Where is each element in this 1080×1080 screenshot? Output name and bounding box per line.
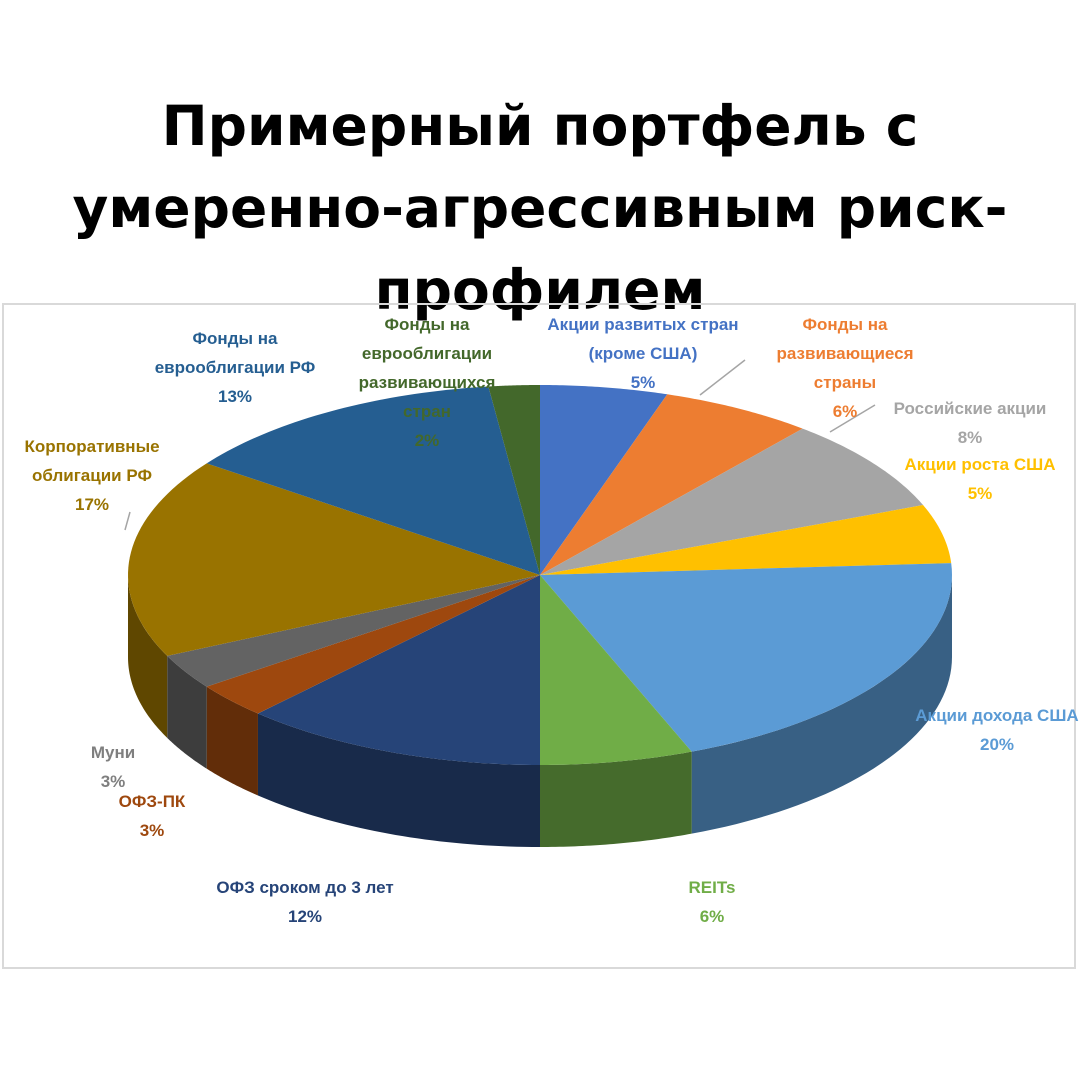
label-value: 3% — [139, 821, 165, 840]
label-value: 20% — [979, 735, 1015, 754]
label-value: 13% — [217, 387, 253, 406]
slice-side — [257, 713, 540, 847]
slice — [257, 575, 540, 765]
label-name: Российские акции — [893, 399, 1047, 418]
label-value: 3% — [100, 772, 126, 791]
slice — [540, 394, 803, 575]
label-name: Акции роста США — [904, 455, 1056, 474]
data-label: ОФЗ сроком до 3 лет 12% — [205, 873, 405, 931]
label-value: 17% — [74, 495, 110, 514]
slice — [540, 385, 668, 575]
data-label: ОФЗ-ПК 3% — [102, 787, 202, 845]
label-name: Акции дохода США — [915, 706, 1079, 725]
slice-side — [128, 575, 168, 738]
data-label: Акции дохода США 20% — [912, 701, 1080, 759]
slice-side — [167, 655, 207, 769]
slice-side — [206, 686, 258, 796]
leader-line — [699, 359, 746, 396]
label-name: Акции развитых стран (кроме США) — [547, 315, 739, 363]
slice — [540, 428, 924, 575]
label-name: REITs — [688, 878, 736, 897]
slice — [488, 385, 540, 575]
leader-line — [124, 511, 131, 531]
slice — [206, 575, 540, 714]
label-value: 6% — [699, 907, 725, 926]
data-label: Корпоративные облигации РФ 17% — [0, 432, 187, 519]
label-name: ОФЗ-ПК — [118, 792, 186, 811]
slice — [540, 563, 952, 752]
label-name: ОФЗ сроком до 3 лет — [216, 878, 394, 897]
slice — [128, 463, 540, 656]
label-value: 12% — [287, 907, 323, 926]
chart-frame — [2, 303, 1076, 969]
slice-side — [540, 751, 692, 847]
data-label: Российские акции 8% — [855, 394, 1080, 452]
slice — [167, 575, 541, 687]
label-name: Фонды на еврооблигации РФ — [154, 329, 316, 377]
slice — [540, 575, 692, 765]
label-value: 5% — [967, 484, 993, 503]
data-label: REITs 6% — [662, 873, 762, 931]
data-label: Муни 3% — [73, 738, 153, 796]
data-label: Фонды на развивающиеся страны 6% — [760, 310, 930, 426]
slice-side — [691, 575, 952, 834]
label-name: Муни — [90, 743, 136, 762]
leader-line — [829, 404, 876, 433]
label-value: 5% — [630, 373, 656, 392]
label-value: 8% — [957, 428, 983, 447]
label-name: Фонды на развивающиеся страны — [776, 315, 914, 392]
data-label: Акции роста США 5% — [875, 450, 1080, 508]
data-label: Фонды на еврооблигации РФ 13% — [145, 324, 325, 411]
label-value: 2% — [414, 431, 440, 450]
data-label: Акции развитых стран (кроме США) 5% — [543, 310, 743, 397]
label-name: Корпоративные облигации РФ — [24, 437, 160, 485]
slice — [206, 386, 540, 575]
data-label: Фонды на еврооблигации развивающихся стр… — [337, 310, 517, 455]
label-value: 6% — [832, 402, 858, 421]
label-name: Фонды на еврооблигации развивающихся стр… — [358, 315, 496, 421]
slice — [540, 505, 952, 575]
chart-title: Примерный портфель с умеренно-агрессивны… — [72, 94, 1008, 322]
